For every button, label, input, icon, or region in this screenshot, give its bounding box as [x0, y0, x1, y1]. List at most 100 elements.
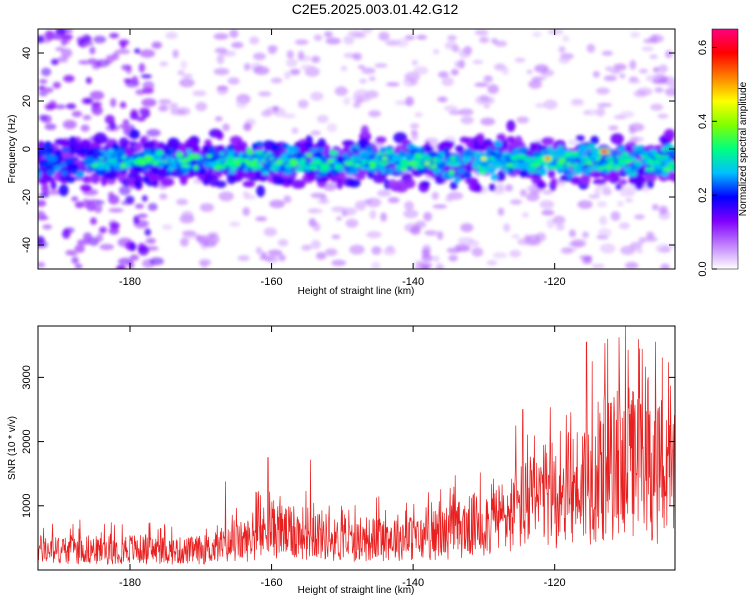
heatmap-cell — [570, 100, 585, 106]
heatmap-cell — [43, 87, 54, 93]
heatmap-cell — [599, 243, 616, 254]
heatmap-cell — [159, 61, 169, 67]
heatmap-cell — [622, 152, 629, 157]
heatmap-cell — [265, 255, 279, 263]
heatmap-cell — [109, 33, 119, 39]
heatmap-cell — [377, 189, 391, 197]
heatmap-cell — [369, 165, 377, 170]
heatmap-cell — [291, 127, 299, 134]
heatmap-cell — [403, 209, 419, 219]
heatmap-cell — [311, 55, 321, 64]
heatmap-cell — [624, 185, 639, 194]
heatmap-cell — [253, 52, 266, 61]
heatmap-cell — [120, 42, 127, 49]
heatmap-cell — [479, 160, 488, 167]
heatmap-cell — [304, 166, 311, 171]
heatmap-cell — [455, 145, 464, 153]
snr-y-axis-label: SNR (10 * v/v) — [7, 416, 18, 480]
heatmap-cell — [44, 103, 56, 111]
heatmap-cell — [335, 156, 346, 162]
snr-x-axis-label: Height of straight line (km) — [298, 585, 415, 596]
heatmap-cell — [38, 171, 42, 178]
heatmap-y-tick-label: 0 — [21, 146, 33, 152]
heatmap-cell — [629, 59, 637, 70]
heatmap-cell — [478, 133, 485, 145]
heatmap-cell — [250, 166, 258, 171]
snr-x-axis: -180 -160 -140 -120 — [119, 326, 566, 589]
heatmap-cell — [219, 152, 225, 156]
heatmap-cell — [138, 245, 149, 256]
heatmap-cell — [331, 234, 341, 239]
heatmap-cell — [454, 60, 466, 68]
heatmap-cell — [539, 200, 555, 209]
heatmap-cell — [662, 158, 671, 164]
heatmap-cell — [479, 94, 490, 103]
heatmap-cell — [541, 137, 555, 146]
heatmap-cell — [613, 165, 621, 170]
heatmap-cell — [137, 213, 148, 218]
heatmap-cell — [628, 136, 644, 143]
heatmap-cell — [93, 132, 108, 145]
heatmap-cell — [529, 142, 537, 152]
heatmap-cell — [85, 77, 92, 84]
heatmap-cell — [650, 103, 664, 111]
heatmap-cell — [54, 104, 67, 110]
heatmap-cell — [214, 47, 228, 54]
heatmap-cell — [258, 150, 265, 155]
heatmap-cell — [267, 45, 278, 52]
heatmap-cell — [165, 155, 171, 160]
heatmap-cell — [378, 31, 390, 41]
heatmap-cell — [352, 102, 361, 108]
heatmap-cell — [361, 159, 368, 165]
heatmap-cell — [507, 169, 516, 174]
heatmap-cell — [502, 168, 510, 172]
heatmap-cell — [405, 96, 414, 107]
heatmap-cell — [152, 169, 160, 174]
snr-y-tick-label: 3000 — [21, 365, 33, 389]
heatmap-cell — [605, 66, 614, 72]
heatmap-cell — [421, 254, 434, 262]
heatmap-cell — [272, 105, 280, 111]
heatmap-cell — [613, 63, 627, 71]
heatmap-cell — [86, 201, 97, 212]
heatmap-cell — [347, 30, 364, 36]
heatmap-cell — [108, 208, 124, 213]
heatmap-cell — [436, 231, 444, 240]
heatmap-cell — [308, 218, 317, 227]
heatmap-cell — [479, 36, 490, 44]
heatmap-cell — [310, 91, 324, 101]
heatmap-cell — [151, 161, 159, 166]
heatmap-cell — [589, 157, 597, 162]
heatmap-cell — [188, 153, 197, 160]
heatmap-cell — [66, 103, 77, 110]
heatmap-cell — [460, 116, 474, 125]
heatmap-cell — [610, 68, 621, 75]
heatmap-cell — [269, 199, 285, 209]
snr-x-tick-label: -120 — [544, 577, 566, 589]
heatmap-cell — [454, 243, 470, 252]
heatmap-cell — [541, 209, 555, 216]
heatmap-cell — [534, 102, 546, 109]
heatmap-cell — [334, 86, 348, 96]
heatmap-cell — [253, 66, 270, 75]
heatmap-cell — [192, 90, 207, 97]
heatmap-cell — [486, 260, 498, 266]
heatmap-cell — [664, 87, 675, 97]
heatmap-cell — [371, 246, 382, 255]
heatmap-cell — [543, 99, 558, 110]
heatmap-cell — [326, 123, 338, 133]
heatmap-cell — [216, 131, 224, 141]
heatmap-cell — [134, 48, 141, 54]
heatmap-cell — [487, 84, 499, 95]
colorbar: 0.0 0.2 0.4 0.6 Normalized spectral amplitu… — [697, 28, 749, 277]
heatmap-cell — [314, 152, 323, 158]
heatmap-cell — [91, 101, 102, 107]
heatmap-cell — [506, 136, 516, 143]
heatmap-cell — [82, 114, 92, 121]
heatmap-cell — [71, 256, 79, 264]
heatmap-cell — [245, 150, 254, 155]
heatmap-cell — [165, 31, 178, 40]
heatmap-cell — [467, 240, 480, 248]
heatmap-cell — [342, 152, 350, 158]
